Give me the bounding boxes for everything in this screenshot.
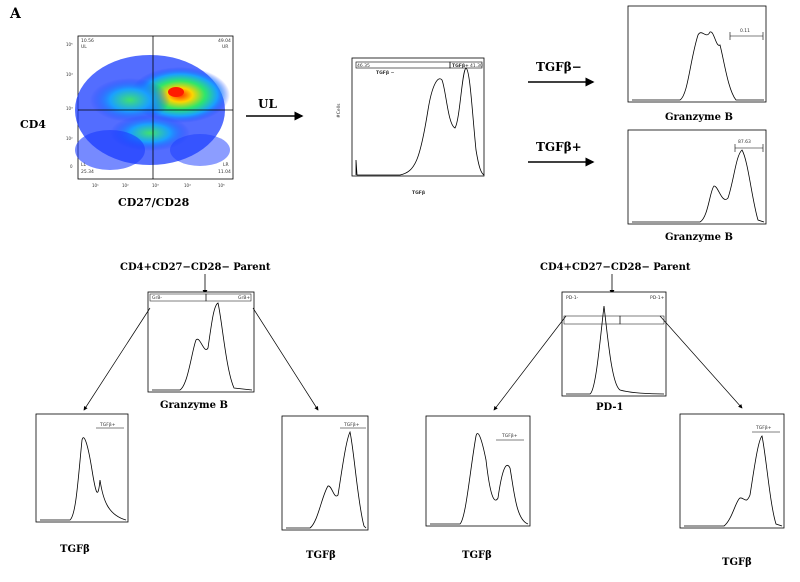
quadrant-ur-tag: UR — [222, 44, 228, 50]
branch-neg-label: TGFβ− — [536, 60, 582, 74]
gzb-neg-x-label: Granzyme B — [665, 112, 733, 123]
tgfb-hist-x-label: TGFβ — [412, 190, 426, 196]
gzb-neg-histogram: 0.11 Granzyme B — [627, 5, 767, 123]
br-parent-label: CD4+CD27−CD28− Parent — [540, 262, 691, 273]
br-right-x-label: TGFβ — [722, 557, 752, 568]
dot-x-tick: 10³ — [152, 183, 159, 188]
branch-neg: TGFβ− — [528, 60, 595, 87]
dot-x-label: CD27/CD28 — [118, 196, 190, 209]
dot-y-tick: 10⁴ — [66, 72, 73, 77]
br-left-x-label: TGFβ — [462, 550, 492, 561]
bl-left-histogram: TGFβ+ TGFβ — [35, 413, 129, 555]
tgfb-gate-pos-value: 41.30 — [470, 63, 483, 69]
gzb-pos-histogram: 87.63 Granzyme B — [627, 129, 767, 243]
bl-left-curve — [40, 437, 127, 521]
gzb-pos-gate-value: 87.63 — [738, 139, 751, 145]
dot-x-tick: 10¹ — [92, 183, 99, 188]
dot-y-tick: 0 — [70, 164, 73, 169]
bl-center-gate-right: GrB+ — [238, 295, 250, 301]
bl-right-curve — [286, 430, 367, 529]
br-right-curve — [684, 435, 783, 527]
arrow-ul: UL — [246, 97, 304, 121]
tgfb-histogram: #Cells 46.35 TGFβ − TGFβ+ 41.30 TGFβ — [336, 57, 485, 196]
bl-left-gate: TGFβ+ — [99, 422, 116, 428]
quadrant-lr-tag: LR — [223, 162, 229, 168]
gzb-pos-curve — [632, 149, 765, 223]
br-right-histogram: TGFβ+ TGFβ — [679, 413, 785, 568]
quadrant-ul-tag: UL — [81, 44, 87, 50]
dot-y-tick: 10⁵ — [66, 42, 73, 47]
br-left-histogram: TGFβ+ TGFβ — [425, 415, 531, 561]
bl-right-gate: TGFβ+ — [343, 422, 360, 428]
branch-pos: TGFβ+ — [528, 140, 595, 167]
gzb-neg-curve — [632, 31, 764, 101]
dot-y-label: CD4 — [20, 118, 46, 131]
quadrant-ll-value: 25.34 — [81, 169, 94, 175]
quadrant-ur-value: 49.04 — [218, 38, 231, 44]
quadrant-ul-value: 10.56 — [81, 38, 94, 44]
br-center-curve — [566, 305, 665, 395]
dot-x-tick: 10² — [122, 183, 129, 188]
tgfb-hist-y-label: #Cells — [336, 103, 342, 118]
dot-x-tick: 10⁵ — [218, 183, 225, 188]
bl-center-curve — [152, 302, 253, 391]
arrow-ul-label: UL — [258, 97, 277, 111]
br-right-gate: TGFβ+ — [755, 425, 772, 431]
bl-center-x-label: Granzyme B — [160, 400, 228, 411]
dot-plot-cloud — [75, 55, 230, 170]
bl-right-x-label: TGFβ — [306, 550, 336, 561]
bl-left-x-label: TGFβ — [60, 544, 90, 555]
tgfb-gate-pos-label: TGFβ+ — [452, 63, 469, 69]
br-center-x-label: PD-1 — [596, 402, 624, 413]
gzb-neg-gate-value: 0.11 — [740, 28, 750, 34]
dot-x-tick: 10⁴ — [184, 183, 191, 188]
quadrant-lr-value: 11.04 — [218, 169, 231, 175]
bl-center-histogram: GrB- GrB+ Granzyme B — [147, 291, 255, 411]
dot-plot: 10.56 UL 49.04 UR LL 25.34 LR 11.04 10⁵ … — [20, 35, 234, 209]
bl-center-gate-left: GrB- — [152, 295, 162, 301]
gzb-pos-x-label: Granzyme B — [665, 232, 733, 243]
br-left-curve — [430, 433, 529, 525]
bl-right-histogram: TGFβ+ TGFβ — [281, 415, 369, 561]
dot-y-tick: 10² — [66, 136, 73, 141]
bottom-right-group: CD4+CD27−CD28− Parent PD-1- PD-1+ PD-1 T… — [425, 262, 785, 568]
panel-letter: A — [9, 6, 22, 22]
tgfb-hist-curve — [355, 67, 485, 176]
dot-y-tick: 10³ — [66, 106, 73, 111]
bottom-left-group: CD4+CD27−CD28− Parent GrB- GrB+ Granzyme… — [35, 262, 369, 561]
bl-parent-label: CD4+CD27−CD28− Parent — [120, 262, 271, 273]
tgfb-gate-neg-value: 46.35 — [357, 63, 370, 69]
quadrant-ll-tag: LL — [81, 162, 87, 168]
br-center-histogram: PD-1- PD-1+ PD-1 — [561, 291, 667, 413]
tgfb-gate-neg-label: TGFβ − — [376, 70, 395, 76]
br-left-gate: TGFβ+ — [501, 433, 518, 439]
br-center-gate-right: PD-1+ — [650, 295, 665, 301]
branch-pos-label: TGFβ+ — [536, 140, 582, 154]
br-center-gate-left: PD-1- — [566, 295, 579, 301]
